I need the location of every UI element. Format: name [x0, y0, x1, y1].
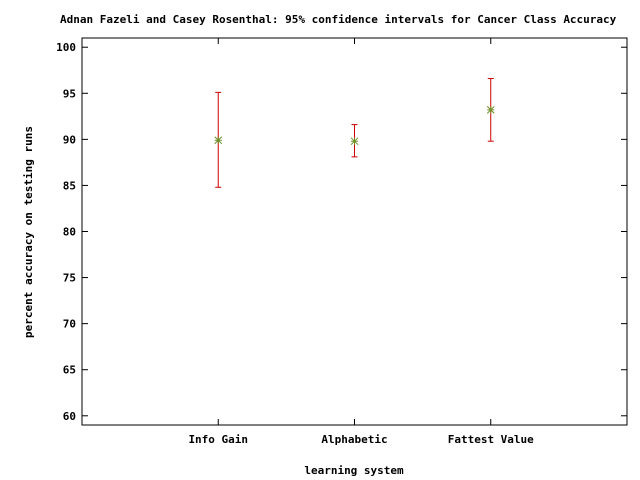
data-point-marker: [486, 106, 495, 114]
y-axis-label: percent accuracy on testing runs: [22, 126, 35, 338]
data-point-marker: [214, 136, 223, 145]
y-tick-label: 95: [63, 87, 76, 100]
x-axis: Info Gain Alphabetic Fattest Value: [188, 38, 534, 446]
x-tick-label: Fattest Value: [448, 433, 534, 446]
x-axis-label: learning system: [304, 464, 404, 477]
y-tick-label: 100: [56, 41, 76, 54]
y-tick-label: 60: [63, 410, 76, 423]
y-tick-label: 80: [63, 226, 76, 239]
y-tick-label: 85: [63, 179, 76, 192]
y-tick-label: 75: [63, 272, 76, 285]
y-axis: 60 65 70 75 80 85 90 95 100: [56, 41, 627, 423]
y-tick-label: 70: [63, 318, 76, 331]
x-tick-label: Alphabetic: [321, 433, 387, 446]
data-point-marker: [350, 137, 359, 146]
y-tick-label: 90: [63, 133, 76, 146]
x-tick-label: Info Gain: [188, 433, 248, 446]
plot-frame: [81, 37, 628, 426]
y-tick-label: 65: [63, 364, 76, 377]
data-points: [214, 78, 495, 188]
chart-title: Adnan Fazeli and Casey Rosenthal: 95% co…: [60, 13, 617, 26]
